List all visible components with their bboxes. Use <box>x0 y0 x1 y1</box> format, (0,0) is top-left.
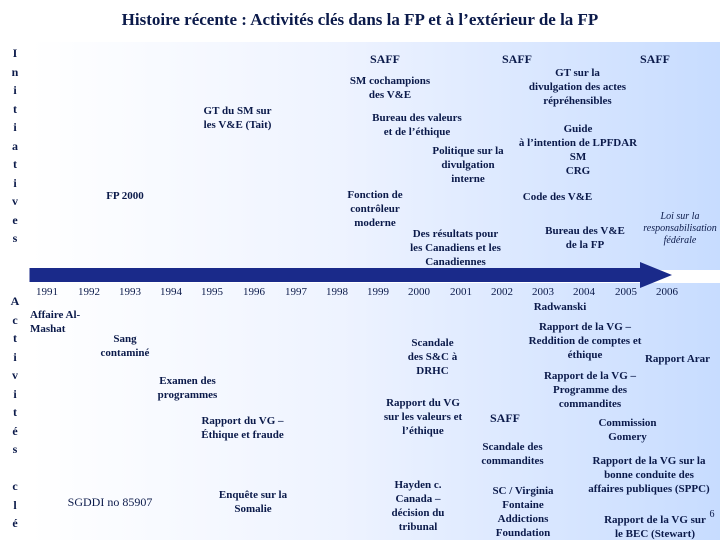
sm-champions-label: SM cochampions des V&E <box>349 75 431 101</box>
rapport-commandites-label: Rapport de la VG – Programme des command… <box>543 370 637 410</box>
year-tick-label: 1999 <box>367 286 389 298</box>
year-tick-label: 2002 <box>491 286 513 298</box>
year-tick-label: 2003 <box>532 286 554 298</box>
rapport-reddition-label: Rapport de la VG – Reddition de comptes … <box>528 321 642 361</box>
code-ve-label: Code des V&E <box>522 191 593 203</box>
bureau-ve-label: Bureau des V&E de la FP <box>545 225 625 251</box>
year-tick-label: 1991 <box>36 286 58 298</box>
gt-divulgation-label: GT sur la divulgation des actes répréhen… <box>528 67 627 107</box>
side-letter: t <box>13 157 17 171</box>
enquete-somalie-label: Enquête sur la Somalie <box>218 489 288 515</box>
side-letter: n <box>11 64 19 79</box>
year-tick-label: 2005 <box>615 286 637 298</box>
side-letter: i <box>13 120 17 134</box>
rapport-bonne-conduite-label: Rapport de la VG sur la bonne conduite d… <box>588 455 710 495</box>
saff-label: SAFF <box>370 52 400 66</box>
radwanski-label: Radwanski <box>533 301 587 313</box>
year-tick-label: 1996 <box>243 286 265 298</box>
side-letter: I <box>12 46 18 60</box>
side-letter: a <box>12 138 18 153</box>
fp2000-label: FP 2000 <box>106 190 144 202</box>
year-tick-label: 2000 <box>408 286 430 298</box>
side-letter: i <box>13 175 17 190</box>
side-letter: s <box>12 442 18 456</box>
saff-activity-label: SAFF <box>490 411 520 425</box>
side-letter: s <box>12 231 18 245</box>
side-letter: c <box>12 479 18 493</box>
year-tick-label: 2004 <box>573 286 595 298</box>
initiatives-panel <box>30 42 720 270</box>
year-tick-label: 2001 <box>450 286 472 298</box>
scandale-drhc-label: Scandale des S&C à DRHC <box>407 337 458 377</box>
side-letter: t <box>13 405 17 419</box>
rapport-vg-ethique-label: Rapport du VG – Éthique et fraude <box>201 415 284 441</box>
side-letter: e <box>12 212 18 227</box>
saff-label: SAFF <box>640 52 670 66</box>
scandale-commandites-label: Scandale des commandites <box>481 441 544 467</box>
side-letter: é <box>12 516 18 530</box>
page-number: 6 <box>709 509 715 520</box>
rapport-vg-valeurs-label: Rapport du VG sur les valeurs et l’éthiq… <box>383 397 463 437</box>
side-letter: i <box>13 349 17 364</box>
fonction-controleur-label: Fonction de contrôleur moderne <box>347 189 403 229</box>
side-letter: i <box>13 386 17 401</box>
side-letter: v <box>12 368 18 382</box>
commission-gomery-label: Commission Gomery <box>598 417 657 443</box>
side-letter: é <box>12 423 18 438</box>
resultats-label: Des résultats pour les Canadiens et les … <box>410 228 501 268</box>
hayden-label: Hayden c. Canada – décision du tribunal <box>391 479 445 533</box>
loi-responsabilisation-label: Loi sur la responsabilisation fédérale <box>643 211 717 246</box>
year-tick-label: 1994 <box>160 286 182 298</box>
side-letter: t <box>13 331 17 345</box>
politique-label: Politique sur la divulgation interne <box>432 145 504 185</box>
year-tick-label: 1993 <box>119 286 141 298</box>
examen-programmes-label: Examen des programmes <box>157 375 218 401</box>
al-mashat-label: Affaire Al- Mashat <box>30 309 81 335</box>
side-letter: A <box>10 294 20 308</box>
side-letter: t <box>13 101 17 116</box>
sgddi-label: SGDDI no 85907 <box>67 495 153 509</box>
page-title: Histoire récente : Activités clés dans l… <box>121 10 599 29</box>
rapport-arar-label: Rapport Arar <box>644 353 711 365</box>
bureau-valeurs-label: Bureau des valeurs et de l’éthique <box>372 112 462 138</box>
year-tick-label: 1992 <box>78 286 100 298</box>
year-tick-label: 2006 <box>656 286 678 298</box>
sang-contamine-label: Sang contaminé <box>100 333 150 359</box>
year-tick-label: 1997 <box>285 286 307 298</box>
year-tick-label: 1995 <box>201 286 223 298</box>
side-letter: l <box>13 497 17 512</box>
side-letter: i <box>13 83 17 97</box>
side-letter: v <box>12 194 18 208</box>
year-tick-label: 1998 <box>326 286 348 298</box>
activities-panel <box>30 283 720 540</box>
gt-sm-label: GT du SM sur les V&E (Tait) <box>203 105 272 131</box>
timeline-arrow-shape <box>30 262 672 288</box>
rapport-stewart-label: Rapport de la VG sur le BEC (Stewart) <box>604 514 706 540</box>
sc-virginia-label: SC / Virginia Fontaine Addictions Founda… <box>492 485 554 539</box>
side-letter: c <box>12 312 18 327</box>
guide-label: Guide à l’intention de LPFDAR SM CRG <box>518 123 638 177</box>
saff-label: SAFF <box>502 52 532 66</box>
